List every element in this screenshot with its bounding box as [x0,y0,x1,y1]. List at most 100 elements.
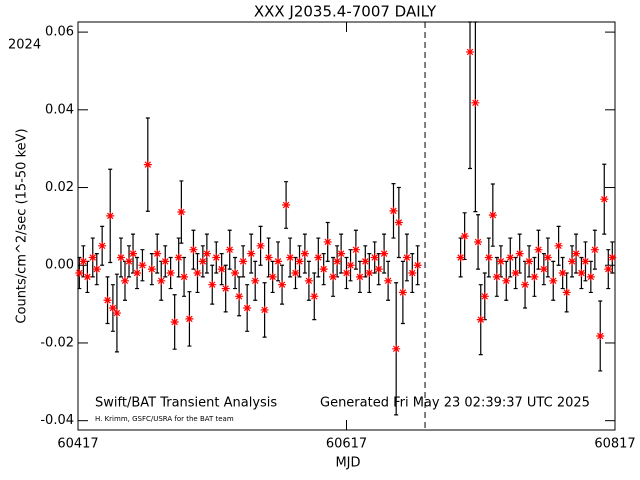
data-point [268,272,277,281]
data-point [539,265,548,274]
data-point [408,269,417,278]
data-point [394,218,403,227]
y-tick-label: 0.00 [45,258,74,273]
y-tick-label: 0.04 [45,102,74,117]
data-point [525,257,534,266]
data-point [380,249,389,258]
data-point [389,206,398,215]
data-point [534,245,543,254]
annotation: Generated Fri May 23 02:39:37 UTC 2025 [320,396,590,411]
data-point [231,269,240,278]
data-point [147,265,156,274]
data-point [511,269,520,278]
data-point [568,257,577,266]
data-point [274,257,283,266]
data-point [488,211,497,220]
data-point [217,265,226,274]
data-point [374,265,383,274]
data-point [300,249,309,258]
data-point [295,257,304,266]
x-tick-label: 60617 [326,437,367,452]
data-point [83,272,92,281]
data-point [370,253,379,262]
data-point [202,249,211,258]
data-point [471,98,480,107]
data-point [549,276,558,285]
error-bar [473,21,478,213]
data-point [291,269,300,278]
data-point [310,292,319,301]
data-point [75,269,84,278]
data-point [120,276,129,285]
data-point [92,265,101,274]
data-point [329,272,338,281]
data-point [384,276,393,285]
data-point [346,261,355,270]
error-bar [468,21,473,170]
data-point [460,232,469,241]
x-tick-label: 60417 [57,437,98,452]
data-point [466,47,475,56]
data-point [264,253,273,262]
data-point [577,269,586,278]
y-tick-label: -0.02 [40,335,74,350]
data-point [600,195,609,204]
data-point [365,269,374,278]
data-point [333,257,342,266]
data-point [361,257,370,266]
data-point [79,257,88,266]
data-point [157,276,166,285]
data-point [208,280,217,289]
y-tick-label: -0.04 [40,413,74,428]
data-point [282,201,291,210]
data-point [170,317,179,326]
y-tick-label: 0.06 [45,25,74,40]
data-point [581,257,590,266]
x-axis-label: MJD [335,456,360,471]
data-point [596,331,605,340]
data-point [247,249,256,258]
data-point [180,272,189,281]
data-point [604,265,613,274]
data-point [521,280,530,289]
data-point [608,253,617,262]
data-point [319,265,328,274]
data-point [502,276,511,285]
data-point [256,241,265,250]
annotation: H. Krimm, GSFC/USRA for the BAT team [95,415,234,423]
data-point [108,303,117,312]
data-point [515,249,524,258]
data-point [456,253,465,262]
data-point [530,272,539,281]
data-point [166,269,175,278]
data-point [193,269,202,278]
data-point [161,257,170,266]
data-point [112,309,121,318]
data-point [355,272,364,281]
data-point [562,288,571,297]
data-point [476,315,485,324]
x-tick-label: 60817 [594,437,635,452]
data-point [103,296,112,305]
data-point [496,257,505,266]
data-point [480,292,489,301]
data-point [185,314,194,323]
data-point [586,272,595,281]
data-point [129,249,138,258]
data-point [506,253,515,262]
data-point [243,303,252,312]
y-axis-label: Counts/cm^2/sec (15-50 keV) [15,128,30,323]
data-point [278,280,287,289]
data-point [304,276,313,285]
data-point [558,269,567,278]
data-point [143,160,152,169]
year-label: 2024 [8,38,41,53]
data-point [212,253,221,262]
data-point [260,305,269,314]
data-point [138,261,147,270]
data-point [543,253,552,262]
data-point [189,245,198,254]
data-point [337,249,346,258]
data-point [398,288,407,297]
